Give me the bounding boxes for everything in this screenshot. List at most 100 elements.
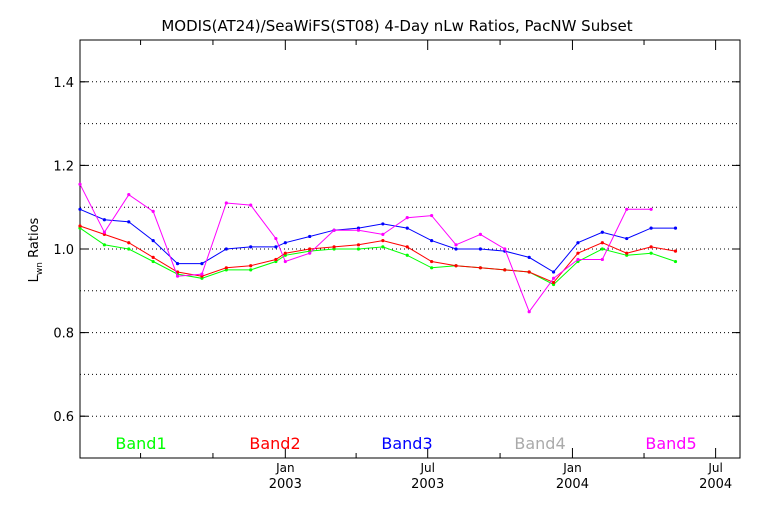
data-point-band5 <box>274 236 278 241</box>
data-point-band5 <box>356 228 361 232</box>
y-tick-label: 0.6 <box>53 410 74 425</box>
data-point-band2 <box>673 249 678 253</box>
data-point-band5 <box>454 243 458 247</box>
data-point-band2 <box>78 224 82 228</box>
data-point-band5 <box>151 209 155 213</box>
data-point-band2 <box>430 259 434 264</box>
y-tick-label: 0.8 <box>53 327 74 342</box>
data-point-band1 <box>600 247 604 251</box>
data-point-band5 <box>551 276 556 280</box>
x-tick-label-year: 2004 <box>556 477 589 492</box>
x-tick-label-month: Jul <box>419 461 434 475</box>
data-point-band2 <box>454 264 458 268</box>
data-point-band5 <box>478 232 483 236</box>
y-axis-label: Lwn Ratios <box>27 217 45 282</box>
axes: 0.6 0.8 1.0 1.2 1.4 Jan 2003 Jul 2003 Jan 2004 Jul 2… <box>53 39 741 492</box>
data-point-band5 <box>308 251 312 255</box>
y-tick-label: 1.2 <box>53 159 74 174</box>
legend-entry-band4: Band4 <box>514 434 565 453</box>
data-point-band2 <box>224 266 228 270</box>
data-point-band3 <box>175 262 180 266</box>
data-point-band5 <box>175 274 180 278</box>
legend-entry-band3: Band3 <box>381 434 432 453</box>
chart-title: MODIS(AT24)/SeaWiFS(ST08) 4-Day nLw Rati… <box>161 17 632 35</box>
data-point-band2 <box>127 241 131 245</box>
data-point-band2 <box>332 245 336 249</box>
x-tick-label-year: 2003 <box>411 477 444 492</box>
x-tick-label-month: Jul <box>707 461 722 475</box>
data-point-band5 <box>430 213 434 218</box>
data-point-band1 <box>127 247 131 251</box>
legend-entry-band2: Band2 <box>249 434 300 453</box>
data-point-band2 <box>381 239 385 243</box>
data-point-band2 <box>649 245 653 249</box>
data-point-band3 <box>527 255 531 259</box>
data-point-band5 <box>283 259 287 264</box>
data-point-band3 <box>151 239 155 243</box>
data-point-band5 <box>78 182 82 186</box>
data-point-band5 <box>405 216 409 220</box>
data-point-band3 <box>127 220 131 224</box>
data-point-band1 <box>102 243 106 247</box>
data-point-band1 <box>405 253 409 257</box>
data-point-band5 <box>102 230 106 234</box>
data-point-band3 <box>600 230 604 234</box>
x-tick-label-month: Jan <box>562 461 582 475</box>
data-point-band5 <box>332 228 336 232</box>
data-point-band2 <box>249 264 253 268</box>
data-point-band3 <box>576 241 580 245</box>
x-tick-label-year: 2004 <box>699 477 732 492</box>
y-tick-label: 1.4 <box>53 76 74 91</box>
data-point-band5 <box>200 272 204 276</box>
data-point-band2 <box>274 257 278 262</box>
data-series <box>78 182 678 314</box>
data-point-band2 <box>308 247 312 251</box>
data-point-band3 <box>625 236 629 241</box>
data-point-band5 <box>224 201 228 205</box>
data-point-band2 <box>600 241 604 245</box>
data-point-band1 <box>430 266 434 270</box>
data-point-band3 <box>249 245 253 249</box>
data-point-band5 <box>249 203 253 207</box>
series-line-band1 <box>79 227 676 286</box>
data-point-band3 <box>478 247 483 251</box>
data-point-band2 <box>405 245 409 249</box>
legend-entry-band1: Band1 <box>115 434 166 453</box>
data-point-band3 <box>308 234 312 239</box>
data-point-band1 <box>151 259 155 264</box>
data-point-band3 <box>283 241 287 245</box>
data-point-band3 <box>649 226 653 230</box>
data-point-band5 <box>600 257 604 262</box>
data-point-band5 <box>503 247 507 251</box>
x-tick-label-month: Jan <box>275 461 295 475</box>
data-point-band5 <box>625 207 629 211</box>
data-point-band2 <box>356 243 361 247</box>
data-point-band2 <box>503 268 507 272</box>
data-point-band2 <box>283 251 287 255</box>
legend: Band1 Band2 Band3 Band4 Band5 <box>115 434 696 453</box>
data-point-band3 <box>405 226 409 230</box>
x-tick-label-year: 2003 <box>269 477 302 492</box>
legend-entry-band5: Band5 <box>645 434 696 453</box>
data-point-band1 <box>649 251 653 255</box>
data-point-band1 <box>249 268 253 272</box>
data-point-band3 <box>102 218 106 222</box>
data-point-band3 <box>454 247 458 251</box>
data-point-band1 <box>381 245 385 249</box>
y-tick-label: 1.0 <box>53 243 74 258</box>
data-point-band2 <box>625 251 629 255</box>
data-point-band2 <box>527 270 531 274</box>
data-point-band2 <box>478 266 483 270</box>
data-point-band3 <box>551 270 556 274</box>
data-point-band5 <box>649 207 653 211</box>
data-point-band5 <box>576 257 580 262</box>
data-point-band5 <box>127 193 131 197</box>
data-point-band3 <box>224 247 228 251</box>
data-point-band3 <box>381 222 385 226</box>
data-point-band5 <box>527 310 531 314</box>
series-line-band2 <box>79 225 676 284</box>
data-point-band3 <box>673 226 678 230</box>
data-point-band3 <box>274 245 278 249</box>
data-point-band3 <box>78 207 82 211</box>
